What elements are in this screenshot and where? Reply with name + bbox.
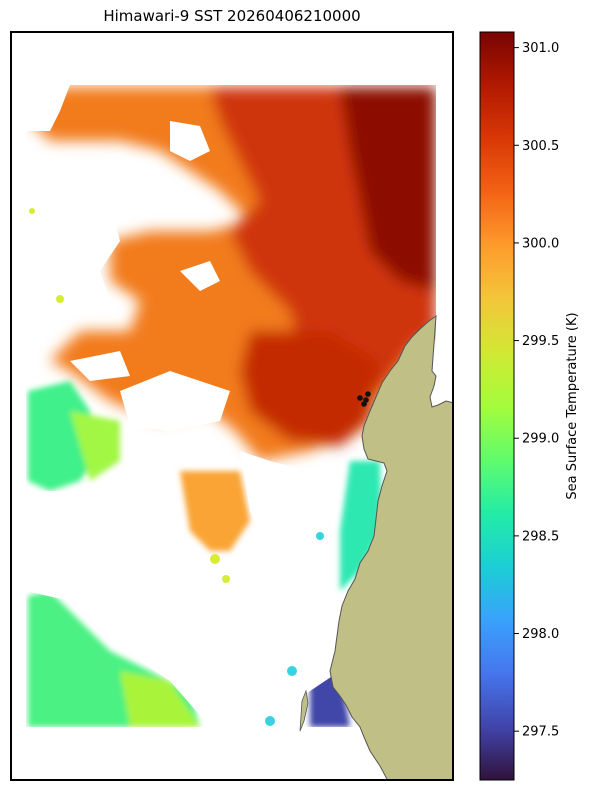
station-marker[interactable] (361, 401, 367, 407)
colorbar-tick-label: 299.5 (522, 334, 559, 349)
station-marker[interactable] (357, 395, 363, 401)
sst-region-east-max (340, 87, 436, 291)
sst-region-spots (265, 532, 324, 726)
station-marker[interactable] (365, 391, 371, 397)
colorbar-tick-label: 300.5 (522, 139, 559, 154)
colorbar-label: Sea Surface Temperature (K) (565, 312, 580, 499)
colorbar: 297.5 298.0 298.5 299.0 299.5 300.0 300.5 301.0… (478, 31, 590, 781)
colorbar-gradient (479, 31, 515, 781)
colorbar-tick-label: 297.5 (522, 725, 559, 740)
small-island (299, 689, 309, 732)
colorbar-tick-label: 298.5 (522, 529, 559, 544)
sst-region-south-central (180, 471, 250, 551)
colorbar-ticks: 297.5 298.0 298.5 299.0 299.5 300.0 300.5 301.0 (514, 41, 559, 740)
colorbar-tick-label: 300.0 (522, 236, 559, 251)
sst-region-scattered (29, 208, 230, 583)
map-title: Himawari-9 SST 20260406210000 (103, 7, 361, 25)
colorbar-tick-label: 298.0 (522, 627, 559, 642)
colorbar-tick-label: 299.0 (522, 432, 559, 447)
colorbar-svg: 297.5 298.0 298.5 299.0 299.5 300.0 300.5 301.0… (479, 31, 580, 781)
map-panel[interactable] (10, 31, 455, 782)
sst-region-west-mid (70, 411, 120, 481)
station-markers[interactable] (357, 391, 371, 407)
sst-region-west (28, 381, 100, 491)
sst-field (26, 85, 436, 727)
map-frame (10, 31, 454, 781)
sst-region-southwest-warm (120, 671, 200, 727)
sst-map[interactable] (10, 31, 455, 782)
colorbar-tick-label: 301.0 (522, 41, 559, 56)
sst-region-central (240, 331, 380, 446)
sst-region-coastal (340, 461, 382, 591)
